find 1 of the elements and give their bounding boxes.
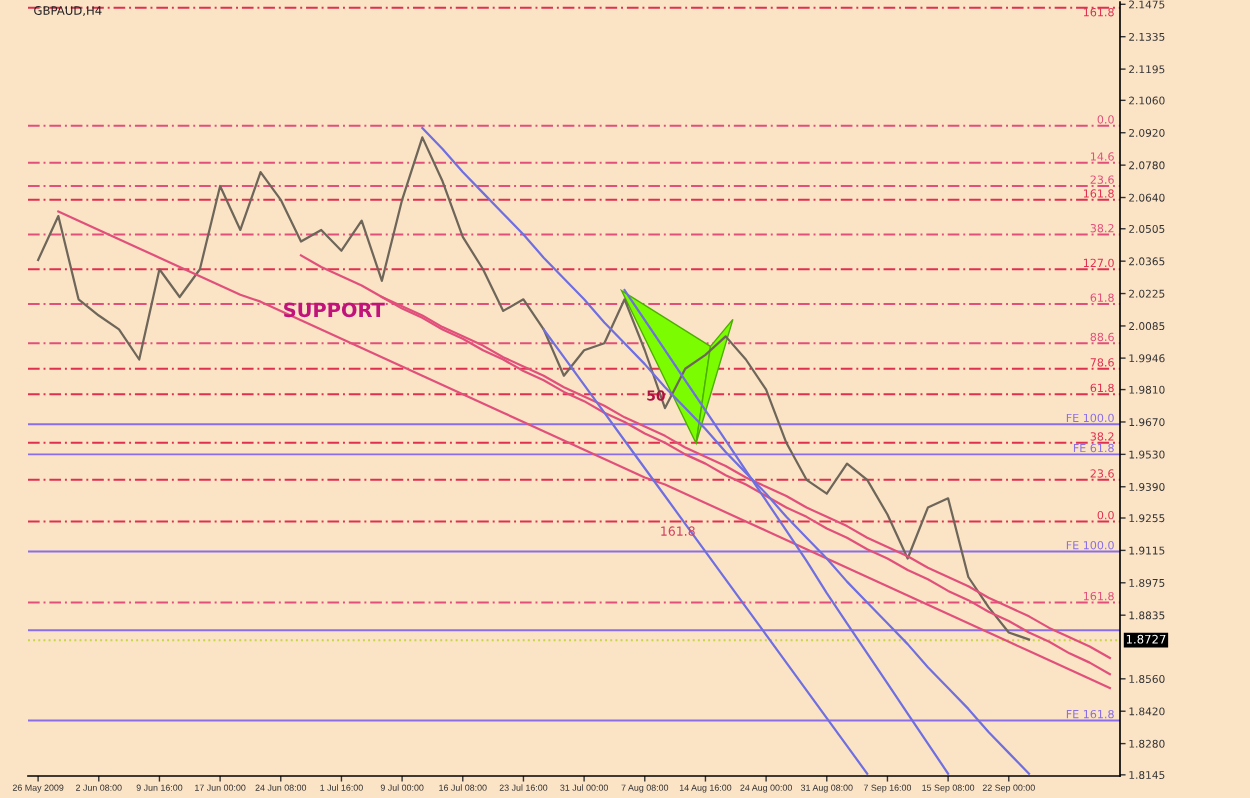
annotation: SUPPORT [284, 302, 385, 318]
